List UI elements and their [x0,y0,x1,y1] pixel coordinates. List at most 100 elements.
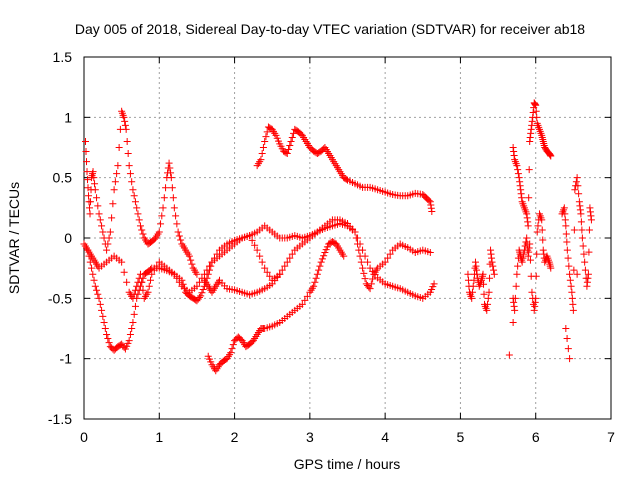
data-point [511,306,519,314]
data-point [514,262,522,270]
data-point [386,250,394,258]
data-point [469,282,477,290]
data-point [479,270,487,278]
data-point [539,246,547,254]
data-point [580,250,588,258]
data-point [570,226,578,234]
data-point [114,162,122,170]
data-point [101,325,109,332]
data-point [468,294,476,302]
data-point [583,278,591,286]
data-point [583,282,591,290]
y-tick-label: 1.5 [53,49,73,65]
data-point [526,240,534,248]
data-point [160,194,168,202]
data-point [89,168,97,176]
data-point [126,331,134,339]
data-point [105,339,113,347]
x-tick-label: 0 [80,429,88,445]
data-point [528,288,536,296]
data-point [485,288,493,296]
data-point [526,137,534,145]
data-point [426,198,434,206]
data-point [428,207,436,215]
data-point [131,302,139,310]
y-tick-label: -1 [60,351,73,367]
data-point [283,150,291,158]
data-point [533,228,541,236]
data-point [573,174,581,182]
data-point [574,182,582,190]
data-point [177,236,185,244]
data-point [510,302,518,310]
series-track-f [200,270,284,299]
data-point [91,186,99,194]
data-point [105,234,113,242]
data-point [158,212,166,220]
data-point [153,262,161,270]
data-point [561,210,569,218]
data-point [584,274,592,282]
data-point [118,258,126,266]
data-point [484,294,492,302]
data-point [361,252,369,260]
data-point [205,262,213,270]
data-point [123,137,131,145]
chart-title: Day 005 of 2018, Sidereal Day-to-day VTE… [75,21,585,37]
data-point [567,282,575,290]
data-point [488,258,496,266]
data-point [320,252,328,260]
data-point [253,246,261,254]
data-point [468,288,476,296]
data-point [523,210,531,218]
data-point [513,162,521,170]
data-point [359,246,367,254]
data-point [569,300,577,308]
data-point [167,169,175,177]
data-point [518,258,526,266]
data-point [103,246,111,254]
data-point [570,266,578,274]
data-point [262,133,270,141]
data-point [165,159,173,167]
data-point [490,266,498,274]
data-point [517,186,525,194]
data-point [128,178,136,186]
data-point [471,258,479,266]
data-point [563,335,571,343]
data-point [573,270,581,278]
data-point [257,156,265,164]
data-point [125,162,133,170]
data-point [534,222,542,230]
data-point [173,220,181,228]
data-point [564,345,572,353]
data-point [530,306,538,314]
data-point [584,270,592,278]
data-point [546,151,554,159]
data-point [366,285,374,293]
data-point [259,144,267,151]
data-point [199,285,207,293]
y-tick-label: -1.5 [48,411,72,427]
data-point [263,268,271,276]
data-point [193,282,201,290]
data-point [342,175,350,183]
data-point [170,270,178,278]
data-point [360,269,368,277]
data-point [514,166,522,174]
data-point [487,250,495,258]
data-point [139,286,147,294]
data-point [287,137,295,145]
data-point [528,121,536,129]
data-point [109,200,117,208]
data-point [487,246,495,254]
data-point [288,250,296,258]
data-point [529,109,537,117]
data-point [278,266,286,274]
data-point [283,258,291,266]
x-tick-label: 7 [607,429,615,445]
data-point [131,286,139,294]
x-tick-label: 6 [532,429,540,445]
data-point [187,256,195,264]
data-point [123,278,131,286]
